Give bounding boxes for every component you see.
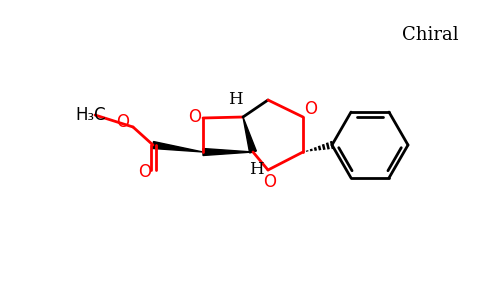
- Polygon shape: [203, 148, 253, 155]
- Text: O: O: [304, 100, 318, 118]
- Text: O: O: [263, 173, 276, 191]
- Text: Chiral: Chiral: [402, 26, 458, 44]
- Text: O: O: [138, 163, 151, 181]
- Text: H₃C: H₃C: [76, 106, 106, 124]
- Text: O: O: [117, 113, 130, 131]
- Text: H: H: [227, 91, 242, 107]
- Text: O: O: [188, 108, 201, 126]
- Polygon shape: [243, 117, 257, 153]
- Polygon shape: [152, 142, 203, 152]
- Text: H: H: [249, 161, 263, 178]
